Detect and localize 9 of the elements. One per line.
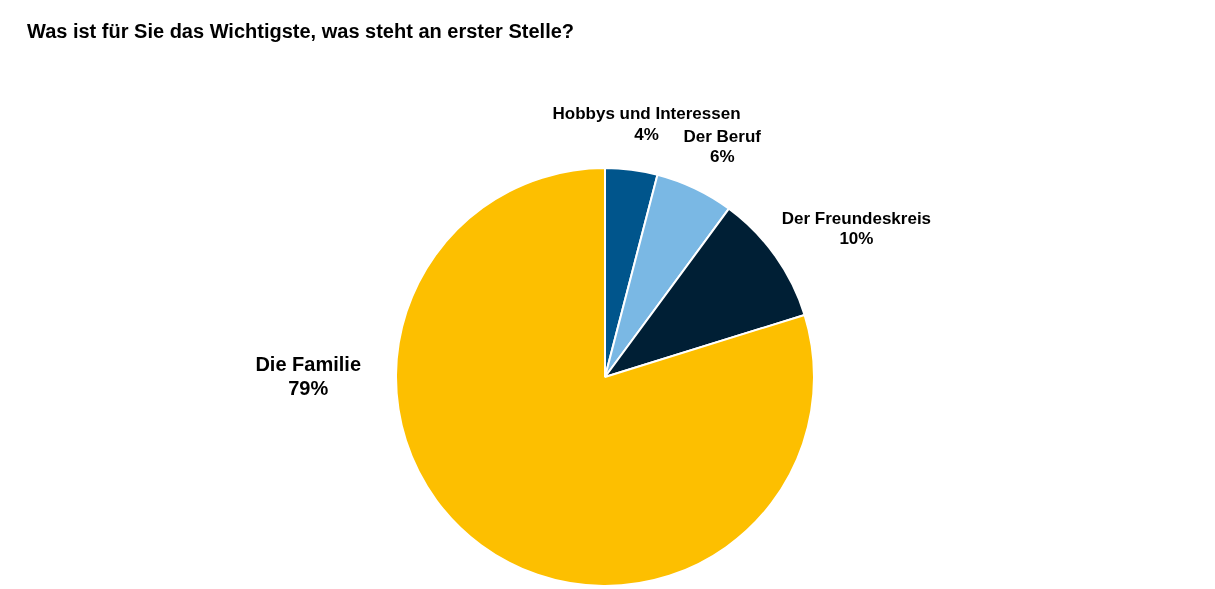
slice-label: Der Freundeskreis xyxy=(781,208,932,228)
data-label: 79% xyxy=(288,376,329,399)
slice-label: Die Familie xyxy=(255,352,362,375)
data-label: 4% xyxy=(634,124,659,144)
slice-label: Hobbys und Interessen xyxy=(552,104,741,124)
data-label: 10% xyxy=(839,229,874,249)
slice-label: Der Beruf xyxy=(683,126,762,146)
chart-title: Was ist für Sie das Wichtigste, was steht an erster Stelle? xyxy=(27,20,575,43)
data-label: 6% xyxy=(709,147,735,167)
